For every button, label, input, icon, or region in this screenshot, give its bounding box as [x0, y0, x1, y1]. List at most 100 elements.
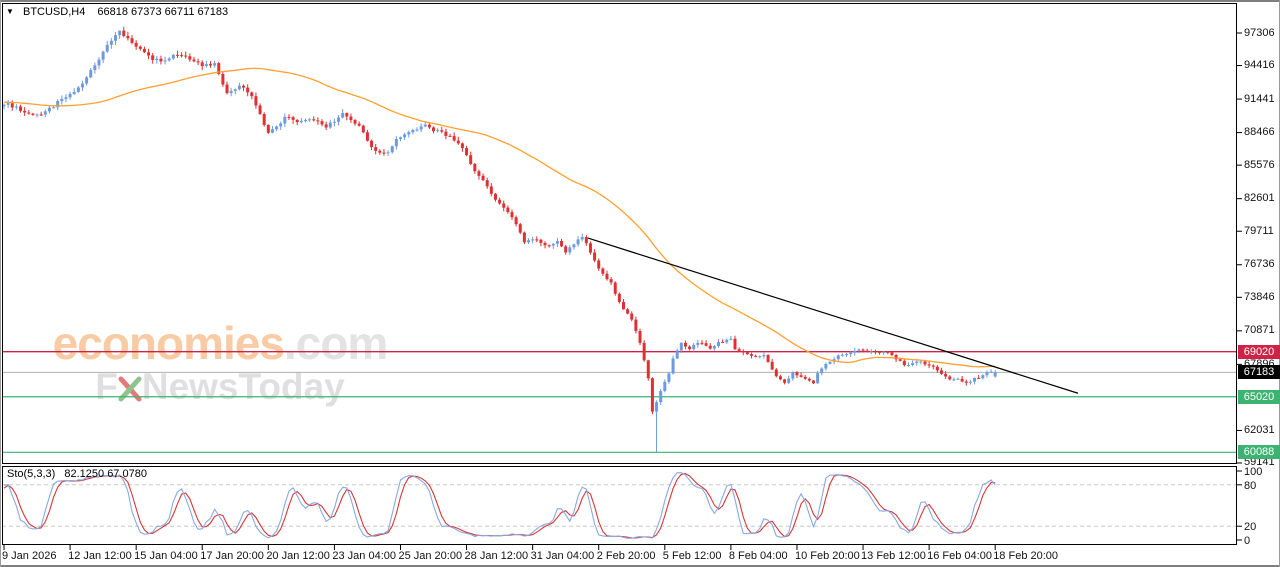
candle-body: [312, 119, 316, 121]
candle-body: [6, 103, 10, 105]
descending-trendline[interactable]: [587, 237, 1079, 394]
candle-body: [365, 132, 369, 141]
candle-body: [642, 342, 646, 361]
candle-body: [357, 123, 361, 126]
candle-body: [783, 379, 787, 383]
candle-body: [93, 65, 97, 71]
candle-body: [217, 63, 221, 74]
candle-body: [803, 376, 807, 379]
candle-body: [622, 301, 625, 310]
candle-body: [758, 356, 762, 358]
candle-body: [89, 70, 93, 78]
candle-body: [865, 350, 869, 352]
candle-body: [14, 106, 18, 108]
candle-body: [609, 279, 613, 283]
candle-body: [460, 143, 464, 149]
candle-body: [3, 104, 6, 107]
candle-body: [605, 273, 609, 280]
candle-body: [56, 101, 60, 108]
candle-body: [27, 112, 31, 114]
candle-body: [688, 346, 692, 350]
candle-body: [836, 355, 840, 360]
candle-body: [849, 352, 853, 355]
candle-body: [209, 64, 212, 66]
candle-body: [444, 131, 448, 136]
candle-body: [175, 54, 179, 56]
candle-body: [741, 350, 745, 353]
candle-body: [745, 352, 749, 355]
candle-body: [890, 352, 894, 355]
candle-body: [721, 342, 725, 344]
candle-body: [403, 134, 407, 138]
candle-body: [692, 344, 696, 350]
candle-body: [696, 342, 700, 345]
candle-body: [576, 239, 580, 245]
candle-body: [134, 42, 138, 47]
candle-body: [477, 171, 481, 176]
candle-body: [514, 217, 518, 225]
candle-body: [712, 346, 716, 349]
candle-body: [246, 87, 250, 93]
candle-body: [886, 351, 890, 353]
candle-body: [341, 113, 345, 118]
candle-body: [242, 85, 246, 88]
candle-body: [204, 64, 208, 67]
candle-body: [147, 52, 151, 56]
candle-body: [76, 87, 80, 92]
candle-body: [299, 120, 303, 123]
candle-body: [85, 77, 89, 84]
candle-body: [770, 361, 774, 370]
candle-body: [527, 240, 531, 243]
candle-body: [283, 116, 287, 124]
candle-body: [64, 97, 68, 99]
candle-body: [258, 105, 262, 115]
candle-body: [811, 380, 815, 384]
candle-body: [345, 113, 349, 117]
candle-body: [225, 84, 229, 94]
candle-body: [873, 351, 877, 353]
candle-body: [816, 373, 820, 384]
candle-body: [543, 242, 547, 246]
candle-body: [440, 130, 444, 132]
candle-body: [977, 377, 981, 379]
candle-body: [23, 110, 27, 113]
candle-body: [584, 236, 588, 244]
candle-body: [188, 56, 192, 60]
candle-body: [861, 349, 865, 351]
candle-body: [493, 193, 497, 200]
candle-body: [118, 30, 122, 36]
candle-body: [725, 339, 729, 343]
candle-body: [750, 354, 754, 356]
candle-body: [200, 62, 204, 67]
candle-body: [163, 60, 167, 62]
candlesticks: [3, 26, 997, 453]
candle-body: [906, 364, 910, 366]
candle-body: [894, 354, 898, 360]
candle-body: [60, 98, 64, 102]
candle-body: [415, 129, 419, 131]
symbol-dropdown-icon[interactable]: ▼: [6, 7, 14, 16]
candle-body: [733, 338, 737, 350]
candle-body: [940, 370, 944, 374]
candle-body: [572, 244, 576, 248]
candle-body: [737, 349, 741, 351]
candle-body: [634, 319, 638, 331]
candle-body: [671, 358, 675, 374]
candle-body: [39, 114, 43, 116]
candle-body: [911, 362, 915, 365]
candle-body: [35, 114, 39, 116]
candle-body: [456, 140, 460, 144]
candle-body: [960, 378, 964, 382]
candle-body: [303, 120, 307, 122]
candle-body: [126, 35, 130, 39]
candle-body: [370, 140, 374, 148]
candle-body: [130, 38, 134, 43]
candle-body: [419, 126, 423, 130]
candle-body: [10, 103, 14, 108]
candle-body: [795, 372, 799, 376]
candle-body: [423, 124, 427, 127]
candle-body: [72, 91, 76, 95]
candle-body: [630, 313, 634, 320]
candle-body: [766, 355, 770, 362]
